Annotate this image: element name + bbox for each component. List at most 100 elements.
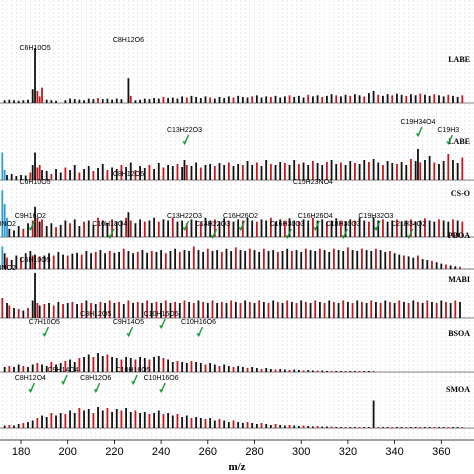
spectrum-bar [290,251,293,269]
spectrum-bar [160,303,163,318]
spectrum-panel: BSOAC7H10O5C8H12O5C9H14O5C10H16O5C10H16O… [0,311,474,373]
spectrum-bar [321,165,324,180]
peak-annotation: C6H10O5 [19,45,50,52]
spectrum-bar [134,410,137,428]
spectrum-bar [234,302,237,318]
spectrum-bar [391,220,394,237]
spectrum-bar [87,409,90,428]
spectrum-bar [232,97,235,103]
spectrum-bar [382,219,384,237]
spectrum-bar [106,354,109,372]
spectrum-bar [134,223,137,237]
x-tick-label: 240 [152,446,170,458]
spectrum-bar [92,171,95,180]
spectrum-bar [31,364,34,372]
spectrum-bar [456,96,459,103]
spectrum-bar [321,219,324,237]
spectrum-bar [356,300,359,318]
spectrum-bar [97,407,99,428]
spectrum-bar [417,255,419,269]
spectrum-bar [255,162,258,180]
spectrum-bar [69,98,71,103]
spectrum-bar [38,256,41,269]
spectrum-bar [125,217,127,237]
spectrum-bar [386,161,389,180]
spectrum-bar [223,98,226,103]
spectrum-bar [440,300,443,318]
spectrum-bar [447,154,450,180]
spectrum-bar [342,251,345,269]
spectrum-bar [393,303,396,318]
spectrum-bar [50,362,53,372]
spectrum-bar [106,170,109,180]
spectrum-bar [372,371,375,372]
spectrum-bar [87,98,90,103]
spectrum-bar [176,164,179,180]
spectrum-bar [108,300,111,318]
spectrum-bar [115,169,118,180]
spectrum-bar [155,251,158,269]
spectrum-bar [304,302,307,318]
spectrum-bar [354,371,356,372]
spectrum-bar [57,302,60,318]
spectrum-bar [69,223,71,237]
spectrum-bar [363,427,366,428]
spectrum-bar [267,303,270,318]
spectrum-bar [405,220,408,237]
spectrum-bar [69,170,71,180]
spectrum-bar [232,420,235,428]
spectrum-bar [227,96,230,103]
spectrum-bar [452,219,454,237]
spectrum-bar [297,426,300,428]
spectrum-bar [340,96,342,103]
spectrum-bar [379,303,382,318]
spectrum-bar [218,419,221,428]
spectrum-bar [255,221,258,237]
spectrum-bar [403,302,405,318]
spectrum-bar [400,94,403,103]
spectrum-bar [297,221,300,237]
spectrum-bar [377,162,380,180]
spectrum-bar [438,164,440,180]
spectrum-bar [148,165,151,180]
spectrum-bar [101,410,104,428]
spectrum-bar [108,251,111,269]
spectrum-bar [445,264,447,269]
spectrum-bar [368,221,370,237]
spectrum-bar [45,99,48,103]
spectrum-bar [38,96,41,103]
spectrum-bar [396,427,398,428]
spectrum-bar [300,300,303,318]
spectrum-bar [323,303,326,318]
spectrum-bar [29,172,32,180]
spectrum-bar [176,98,179,103]
spectrum-bar [220,251,223,269]
spectrum-bar [167,98,170,103]
spectrum-bar [52,305,55,318]
spectrum-bar [143,412,146,428]
spectrum-bar [22,228,25,237]
spectrum-bar [76,252,78,269]
spectrum-bar [230,251,233,269]
spectrum-bar [55,227,57,237]
spectrum-bar [230,300,233,318]
panel-tag: LABE [448,55,470,64]
spectrum-bar [164,300,167,318]
spectrum-bar [171,415,174,428]
annotation-arrowhead [406,235,411,239]
spectrum-bar [269,164,272,180]
spectrum-bar [101,164,104,180]
spectrum-bar [148,99,151,103]
spectrum-bar [73,413,76,428]
spectrum-bar [452,427,454,428]
spectrum-bar [185,97,188,103]
annotation-arrowhead [131,381,136,385]
spectrum-bar [368,427,370,428]
spectrum-bar [85,300,88,318]
spectrum-bar [311,426,314,428]
spectrum-bar [31,255,34,269]
spectrum-bar [349,219,352,237]
spectrum-bar [307,94,310,103]
spectrum-bar [354,220,356,237]
